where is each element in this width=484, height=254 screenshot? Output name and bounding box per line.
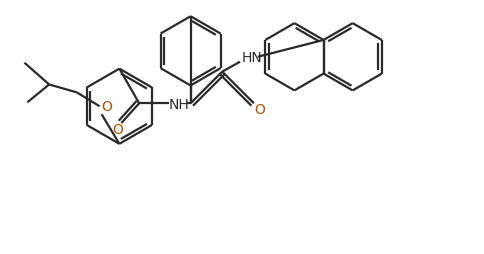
Text: NH: NH	[168, 98, 189, 112]
Text: HN: HN	[241, 51, 262, 65]
Text: O: O	[112, 123, 122, 137]
Text: O: O	[101, 100, 112, 114]
Text: O: O	[254, 103, 265, 117]
